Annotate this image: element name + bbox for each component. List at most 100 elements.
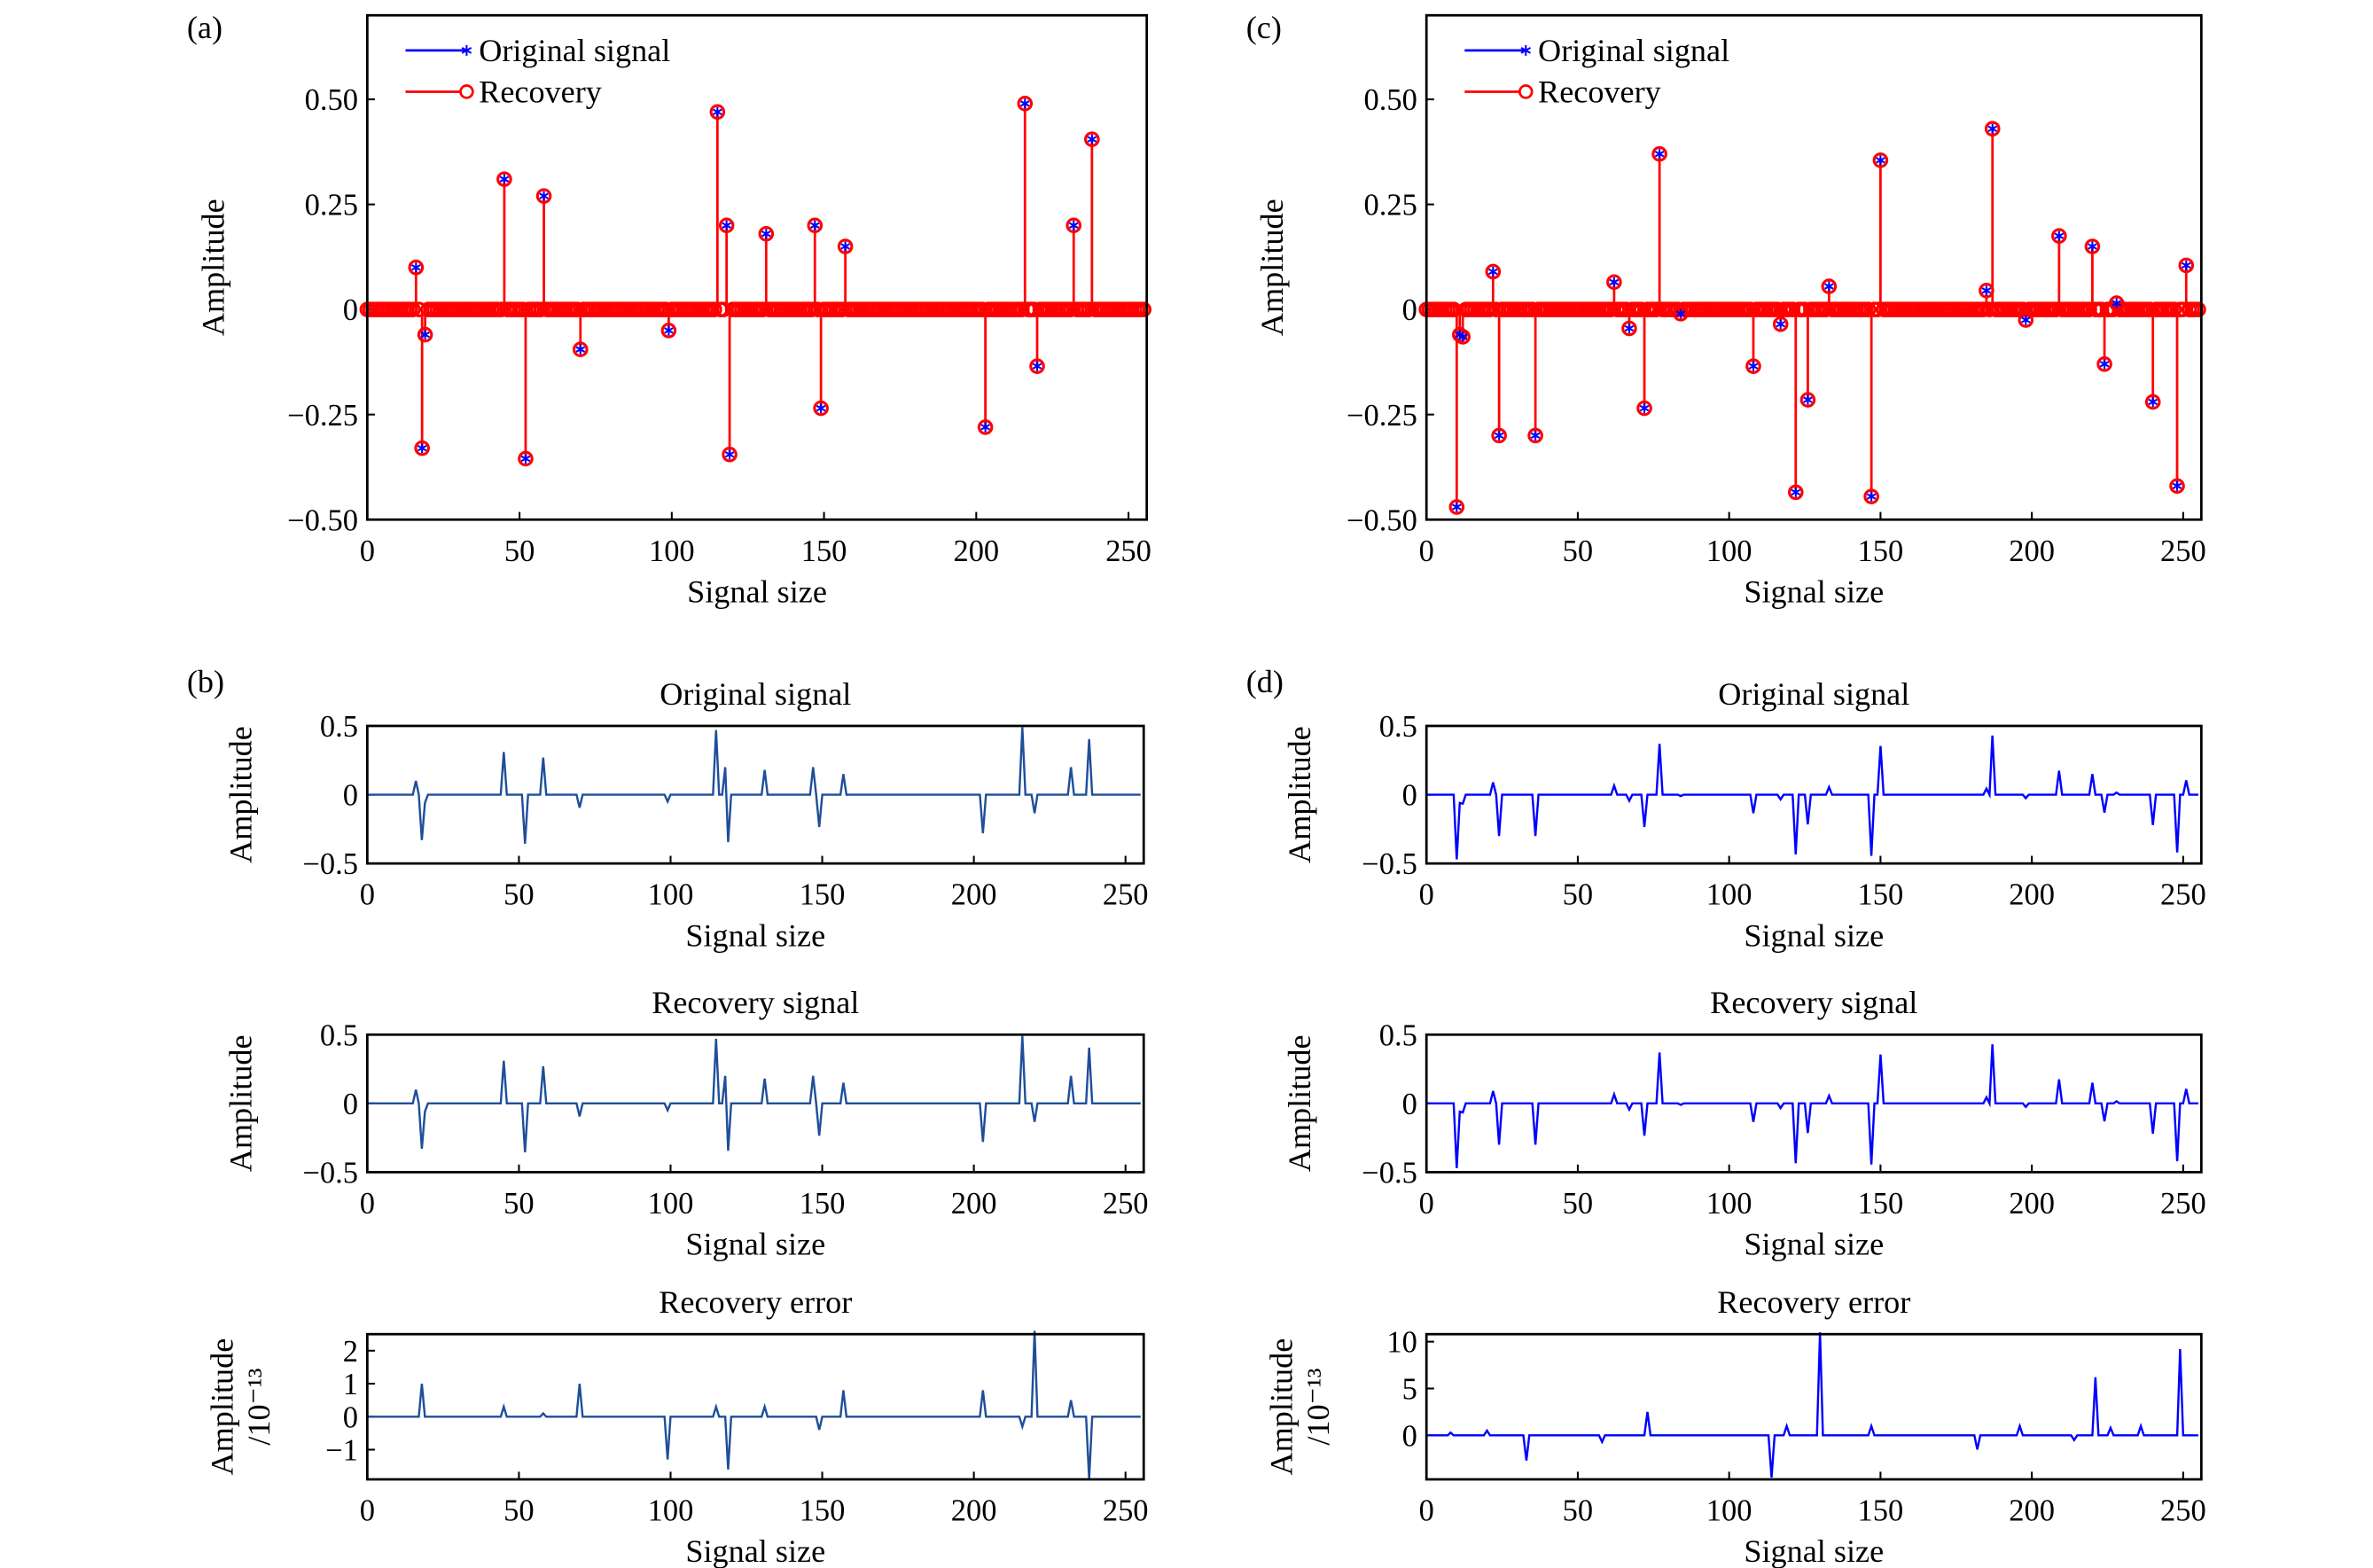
original-marker: [411, 262, 421, 273]
x-tick-label: 200: [2009, 1187, 2055, 1221]
y-tick-label: −1: [325, 1434, 358, 1468]
original-marker: [1639, 403, 1650, 414]
original-marker: [1624, 323, 1635, 333]
y-axis-label: Amplitude: [222, 726, 258, 863]
original-marker: [520, 453, 531, 464]
x-tick-label: 50: [504, 534, 535, 568]
x-axis-label: Signal size: [685, 1533, 825, 1568]
original-marker: [1609, 277, 1620, 287]
original-marker: [2054, 230, 2065, 241]
legend-recovery-label: Recovery: [479, 74, 602, 110]
original-marker: [722, 220, 731, 230]
y-axis-unit: /10⁻¹³: [1300, 1368, 1336, 1445]
recovery-marker: [1066, 217, 1082, 234]
x-axis-label: Signal size: [1744, 1533, 1884, 1568]
recovery-marker: [1621, 320, 1637, 337]
original-marker: [420, 330, 430, 340]
x-tick-label: 250: [2160, 1187, 2206, 1221]
y-axis-label: Amplitude: [1282, 726, 1317, 863]
y-tick-label: 0.25: [1364, 189, 1417, 222]
recovery-marker: [1136, 301, 1152, 317]
x-tick-label: 150: [800, 1494, 846, 1528]
x-tick-label: 100: [648, 1187, 694, 1221]
x-tick-label: 0: [360, 1494, 375, 1528]
panel-c: 0 50 100 150 200 250 −0.50 −0.25 0 0.25 0.50 Origin…: [1246, 10, 2206, 609]
x-tick-label: 100: [1706, 878, 1752, 912]
y-tick-label: −0.5: [1362, 847, 1417, 881]
x-tick-label: 150: [801, 534, 847, 568]
recovery-marker: [1527, 427, 1543, 444]
original-marker: [2172, 480, 2182, 491]
original-marker: [2088, 241, 2097, 252]
x-axis-label: Signal size: [685, 1227, 825, 1262]
original-marker: [1068, 220, 1079, 230]
recovery-marker: [722, 446, 738, 463]
axes-frame: [365, 1332, 1145, 1481]
original-marker: [1876, 155, 1885, 166]
y-tick-label: −0.25: [287, 399, 358, 433]
x-tick-label: 250: [2160, 1494, 2206, 1528]
recovery-marker: [1984, 121, 2001, 137]
x-tick-label: 200: [2009, 1494, 2055, 1528]
y-axis-label: Amplitude: [1282, 1034, 1317, 1172]
recovery-marker: [1491, 427, 1507, 444]
recovery-marker: [535, 188, 552, 204]
original-marker: [816, 403, 826, 414]
recovery-marker: [1872, 152, 1889, 168]
original-marker: [809, 220, 820, 230]
legend-original-marker: [1520, 44, 1532, 56]
recovery-marker: [1979, 283, 1994, 299]
recovery-marker: [417, 326, 433, 343]
x-tick-label: 150: [800, 878, 846, 912]
axes-frame: [1425, 1332, 2203, 1481]
original-marker: [1032, 361, 1042, 371]
x-tick-label: 250: [2160, 534, 2206, 568]
y-axis-label: Amplitude: [205, 1338, 240, 1476]
y-axis-label: Amplitude: [195, 199, 230, 336]
recovery-marker: [977, 419, 994, 435]
original-marker: [2099, 359, 2110, 370]
panel-label: (b): [187, 664, 224, 699]
x-tick-label: 250: [1103, 1187, 1149, 1221]
subplot-title: Recovery error: [1717, 1284, 1910, 1320]
y-tick-label: 1: [343, 1368, 358, 1401]
recovery-marker: [1787, 484, 1804, 501]
x-tick-label: 200: [951, 878, 997, 912]
y-tick-label: −0.25: [1347, 399, 1417, 433]
x-tick-label: 150: [800, 1187, 846, 1221]
x-tick-label: 0: [360, 534, 375, 568]
subplot-title: Original signal: [1718, 676, 1909, 712]
original-marker: [1452, 502, 1462, 512]
original-marker: [1748, 361, 1759, 371]
y-tick-label: 0: [343, 1088, 358, 1121]
original-marker: [724, 449, 735, 460]
original-marker: [980, 422, 990, 433]
recovery-marker: [718, 217, 735, 234]
recovery-marker: [1485, 263, 1502, 280]
original-marker: [1530, 430, 1541, 441]
y-tick-label: 10: [1386, 1326, 1417, 1360]
x-tick-label: 50: [1563, 1494, 1593, 1528]
y-tick-label: 0.25: [305, 189, 358, 222]
legend-recovery-marker: [459, 84, 474, 99]
x-axis-label: Signal size: [687, 573, 827, 609]
recovery-marker: [706, 301, 722, 317]
recovery-marker: [1017, 96, 1034, 112]
y-tick-label: 0.50: [1364, 83, 1417, 117]
x-tick-label: 100: [1706, 534, 1752, 568]
y-tick-label: 0.5: [320, 710, 358, 744]
recovery-marker: [408, 259, 425, 276]
recovery-marker: [1448, 499, 1465, 515]
x-tick-label: 250: [1103, 878, 1149, 912]
y-tick-label: 2: [343, 1335, 358, 1369]
recovery-marker: [1860, 301, 1877, 317]
y-tick-label: 0: [1402, 779, 1417, 813]
recovery-marker: [837, 238, 854, 254]
recovery-marker: [496, 171, 512, 187]
